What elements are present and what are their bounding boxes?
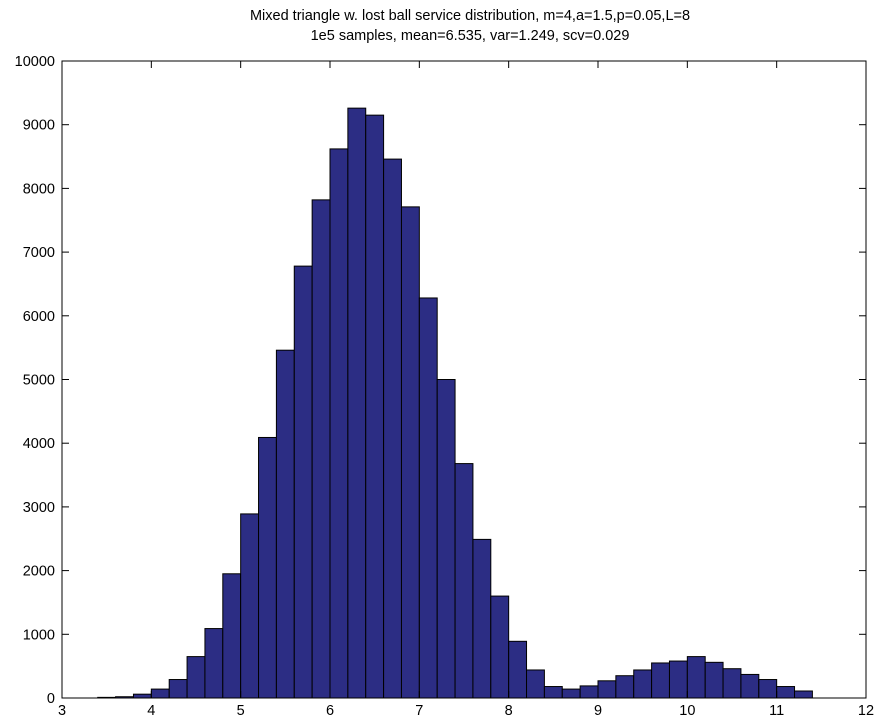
histogram-bar — [258, 436, 277, 699]
y-tick-label: 10000 — [15, 54, 55, 70]
y-tick-label: 6000 — [23, 309, 55, 325]
histogram-bar — [722, 668, 742, 699]
x-tick-label: 12 — [858, 703, 874, 719]
histogram-bar — [347, 107, 367, 699]
histogram-bar — [561, 688, 581, 699]
y-tick-label: 9000 — [23, 118, 55, 134]
histogram-bar — [579, 685, 599, 699]
histogram-bar — [740, 673, 760, 699]
y-tick-label: 7000 — [23, 245, 55, 261]
histogram-bar — [472, 538, 492, 699]
x-axis: 3 4 5 6 7 8 9 10 11 12 — [58, 61, 874, 719]
y-axis: 0 1000 2000 3000 4000 5000 6000 7000 8000 9000 100… — [15, 54, 866, 707]
histogram-bar — [686, 656, 706, 699]
y-tick-label: 1000 — [23, 627, 55, 643]
histogram-bar — [383, 158, 402, 699]
histogram-bar — [311, 199, 331, 699]
histogram-bar — [418, 297, 438, 699]
y-tick-label: 4000 — [23, 436, 55, 452]
histogram-bar — [597, 680, 617, 699]
histogram-bar — [508, 640, 528, 699]
histogram-bar — [758, 679, 778, 699]
histogram-bar — [615, 675, 635, 699]
y-tick-label: 5000 — [23, 373, 55, 389]
x-tick-label: 10 — [679, 703, 695, 719]
chart-title: Mixed triangle w. lost ball service dist… — [250, 8, 690, 24]
x-tick-label: 9 — [594, 703, 602, 719]
histogram-bar — [776, 686, 796, 699]
y-tick-label: 0 — [47, 691, 55, 707]
histogram-bar — [132, 693, 152, 699]
histogram-bar — [400, 206, 420, 699]
histogram-bar — [293, 265, 313, 699]
histogram-bar — [704, 661, 724, 699]
histogram-bar — [186, 656, 206, 699]
histogram-bar — [454, 463, 474, 699]
histogram-bar — [150, 688, 170, 699]
histogram-bar — [490, 595, 510, 699]
histogram-bar — [168, 679, 188, 699]
bars-group — [97, 107, 813, 699]
y-tick-label: 3000 — [23, 500, 55, 516]
x-tick-label: 11 — [769, 703, 784, 719]
histogram-bar — [240, 513, 260, 699]
histogram-bar — [794, 690, 813, 699]
x-tick-label: 5 — [237, 703, 245, 719]
y-tick-label: 2000 — [23, 564, 55, 580]
histogram-bar — [222, 573, 242, 699]
histogram-bar — [651, 662, 670, 699]
x-tick-label: 8 — [505, 703, 513, 719]
histogram-bar — [329, 148, 349, 699]
histogram-bar — [526, 669, 545, 699]
histogram-bar — [668, 660, 688, 699]
x-tick-label: 6 — [326, 703, 334, 719]
x-tick-label: 3 — [58, 703, 66, 719]
histogram-bar — [275, 349, 295, 699]
histogram-bar — [365, 114, 385, 699]
chart-subtitle: 1e5 samples, mean=6.535, var=1.249, scv=… — [311, 28, 630, 44]
histogram-bar — [633, 669, 653, 699]
histogram-bar — [543, 686, 563, 699]
x-tick-label: 7 — [415, 703, 423, 719]
histogram-bar — [204, 628, 224, 699]
y-tick-label: 8000 — [23, 181, 55, 197]
histogram-bar — [436, 379, 456, 699]
x-tick-label: 4 — [147, 703, 155, 719]
